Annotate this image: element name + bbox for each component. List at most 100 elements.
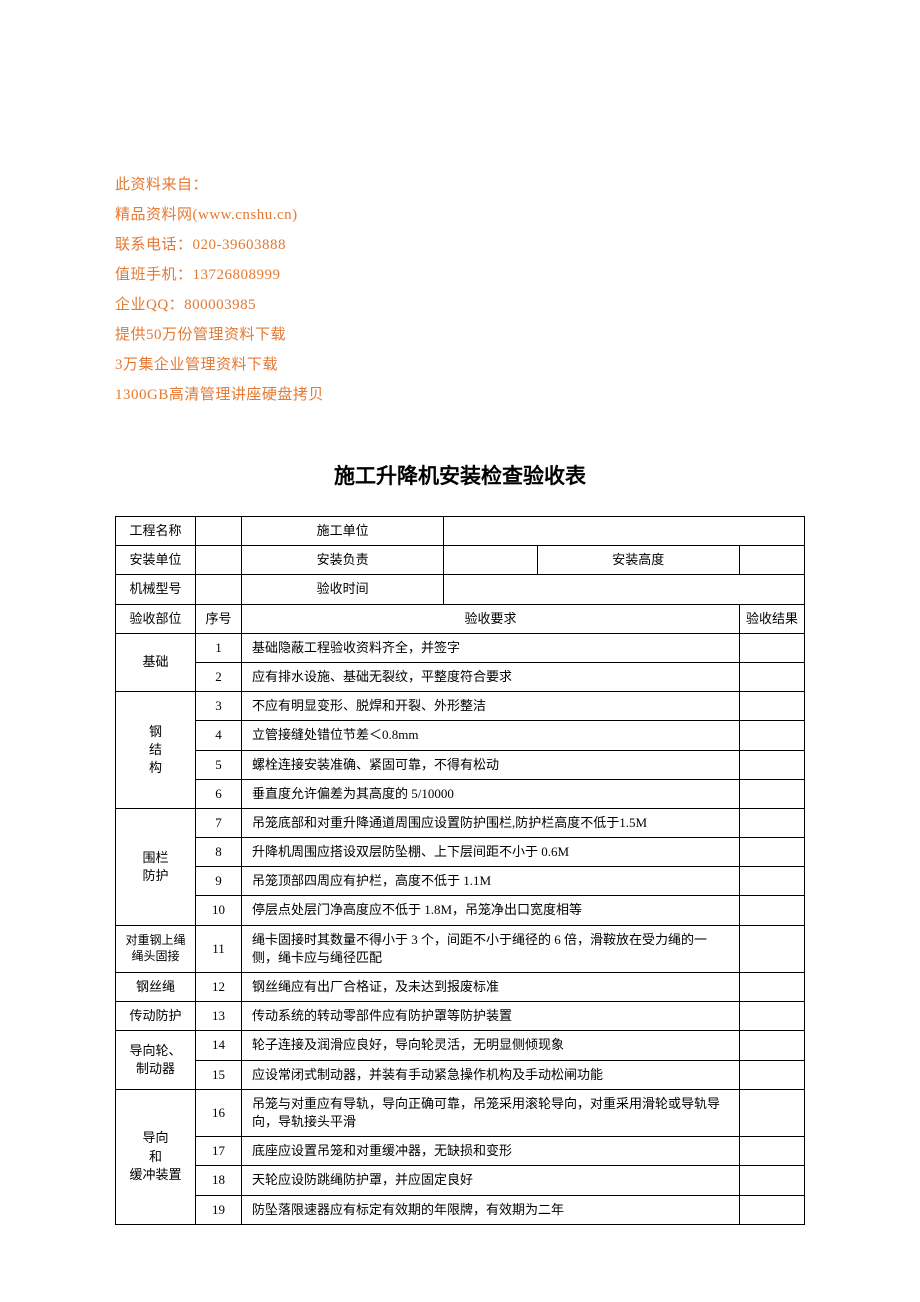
seq-no: 3 <box>196 692 242 721</box>
seq-no: 13 <box>196 1002 242 1031</box>
result-cell <box>739 1002 804 1031</box>
requirement-text: 基础隐蔽工程验收资料齐全，并签字 <box>242 633 740 662</box>
section-name: 导向轮、制动器 <box>116 1031 196 1089</box>
requirement-text: 防坠落限速器应有标定有效期的年限牌，有效期为二年 <box>242 1195 740 1224</box>
requirement-text: 停层点处层门净高度应不低于 1.8M，吊笼净出口宽度相等 <box>242 896 740 925</box>
table-header-row: 验收部位 序号 验收要求 验收结果 <box>116 604 805 633</box>
table-row: 2 应有排水设施、基础无裂纹，平整度符合要求 <box>116 662 805 691</box>
table-row: 导向轮、制动器 14 轮子连接及润滑应良好，导向轮灵活，无明显侧倾现象 <box>116 1031 805 1060</box>
table-row: 5 螺栓连接安装准确、紧固可靠，不得有松动 <box>116 750 805 779</box>
value-construction-unit <box>444 517 805 546</box>
seq-no: 7 <box>196 808 242 837</box>
requirement-text: 不应有明显变形、脱焊和开裂、外形整洁 <box>242 692 740 721</box>
requirement-text: 绳卡固接时其数量不得小于 3 个，间距不小于绳径的 6 倍，滑鞍放在受力绳的一侧… <box>242 925 740 972</box>
header-requirements: 验收要求 <box>242 604 740 633</box>
seq-no: 11 <box>196 925 242 972</box>
result-cell <box>739 1089 804 1136</box>
table-row: 18 天轮应设防跳绳防护罩，并应固定良好 <box>116 1166 805 1195</box>
seq-no: 12 <box>196 973 242 1002</box>
label-install-responsible: 安装负责 <box>242 546 444 575</box>
result-cell <box>739 1060 804 1089</box>
table-row: 10 停层点处层门净高度应不低于 1.8M，吊笼净出口宽度相等 <box>116 896 805 925</box>
result-cell <box>739 662 804 691</box>
source-line: 联系电话：020-39603888 <box>115 230 805 260</box>
requirement-text: 底座应设置吊笼和对重缓冲器，无缺损和变形 <box>242 1137 740 1166</box>
header-result: 验收结果 <box>739 604 804 633</box>
seq-no: 4 <box>196 721 242 750</box>
table-row: 围栏防护 7 吊笼底部和对重升降通道周围应设置防护围栏,防护栏高度不低于1.5M <box>116 808 805 837</box>
table-row: 19 防坠落限速器应有标定有效期的年限牌，有效期为二年 <box>116 1195 805 1224</box>
header-seq-no: 序号 <box>196 604 242 633</box>
section-name: 围栏防护 <box>116 808 196 925</box>
source-line: 值班手机：13726808999 <box>115 260 805 290</box>
requirement-text: 钢丝绳应有出厂合格证，及未达到报废标准 <box>242 973 740 1002</box>
requirement-text: 轮子连接及润滑应良好，导向轮灵活，无明显侧倾现象 <box>242 1031 740 1060</box>
table-row: 17 底座应设置吊笼和对重缓冲器，无缺损和变形 <box>116 1137 805 1166</box>
result-cell <box>739 1166 804 1195</box>
table-row: 8 升降机周围应搭设双层防坠棚、上下层间距不小于 0.6M <box>116 838 805 867</box>
result-cell <box>739 750 804 779</box>
seq-no: 1 <box>196 633 242 662</box>
seq-no: 10 <box>196 896 242 925</box>
table-row: 钢结构 3 不应有明显变形、脱焊和开裂、外形整洁 <box>116 692 805 721</box>
section-name: 对重钢上绳绳头固接 <box>116 925 196 972</box>
requirement-text: 吊笼顶部四周应有护栏，高度不低于 1.1M <box>242 867 740 896</box>
value-accept-time <box>444 575 805 604</box>
value-machine-model <box>196 575 242 604</box>
source-line: 企业QQ：800003985 <box>115 290 805 320</box>
table-row: 6 垂直度允许偏差为其高度的 5/10000 <box>116 779 805 808</box>
result-cell <box>739 1031 804 1060</box>
source-line: 精品资料网(www.cnshu.cn) <box>115 200 805 230</box>
source-line: 3万集企业管理资料下载 <box>115 350 805 380</box>
meta-row: 工程名称 施工单位 <box>116 517 805 546</box>
label-install-height: 安装高度 <box>537 546 739 575</box>
table-row: 4 立管接缝处错位节差＜0.8mm <box>116 721 805 750</box>
acceptance-table: 工程名称 施工单位 安装单位 安装负责 安装高度 机械型号 验收时间 验收部位 … <box>115 516 805 1225</box>
table-row: 9 吊笼顶部四周应有护栏，高度不低于 1.1M <box>116 867 805 896</box>
result-cell <box>739 867 804 896</box>
result-cell <box>739 973 804 1002</box>
result-cell <box>739 838 804 867</box>
seq-no: 17 <box>196 1137 242 1166</box>
value-install-height <box>739 546 804 575</box>
table-row: 15 应设常闭式制动器，并装有手动紧急操作机构及手动松闸功能 <box>116 1060 805 1089</box>
meta-row: 安装单位 安装负责 安装高度 <box>116 546 805 575</box>
requirement-text: 应有排水设施、基础无裂纹，平整度符合要求 <box>242 662 740 691</box>
seq-no: 15 <box>196 1060 242 1089</box>
source-line: 提供50万份管理资料下载 <box>115 320 805 350</box>
result-cell <box>739 1137 804 1166</box>
requirement-text: 立管接缝处错位节差＜0.8mm <box>242 721 740 750</box>
page-title: 施工升降机安装检查验收表 <box>115 460 805 490</box>
source-line: 1300GB高清管理讲座硬盘拷贝 <box>115 380 805 410</box>
result-cell <box>739 808 804 837</box>
seq-no: 18 <box>196 1166 242 1195</box>
section-name: 钢结构 <box>116 692 196 809</box>
requirement-text: 垂直度允许偏差为其高度的 5/10000 <box>242 779 740 808</box>
table-row: 钢丝绳 12 钢丝绳应有出厂合格证，及未达到报废标准 <box>116 973 805 1002</box>
requirement-text: 传动系统的转动零部件应有防护罩等防护装置 <box>242 1002 740 1031</box>
header-accept-section: 验收部位 <box>116 604 196 633</box>
result-cell <box>739 633 804 662</box>
table-row: 导向和缓冲装置 16 吊笼与对重应有导轨，导向正确可靠，吊笼采用滚轮导向，对重采… <box>116 1089 805 1136</box>
requirement-text: 升降机周围应搭设双层防坠棚、上下层间距不小于 0.6M <box>242 838 740 867</box>
table-row: 基础 1 基础隐蔽工程验收资料齐全，并签字 <box>116 633 805 662</box>
requirement-text: 螺栓连接安装准确、紧固可靠，不得有松动 <box>242 750 740 779</box>
seq-no: 9 <box>196 867 242 896</box>
label-machine-model: 机械型号 <box>116 575 196 604</box>
result-cell <box>739 896 804 925</box>
section-name: 钢丝绳 <box>116 973 196 1002</box>
table-row: 传动防护 13 传动系统的转动零部件应有防护罩等防护装置 <box>116 1002 805 1031</box>
value-project-name <box>196 517 242 546</box>
source-info-block: 此资料来自： 精品资料网(www.cnshu.cn) 联系电话：020-3960… <box>115 170 805 410</box>
seq-no: 5 <box>196 750 242 779</box>
section-name: 导向和缓冲装置 <box>116 1089 196 1224</box>
seq-no: 16 <box>196 1089 242 1136</box>
section-name: 基础 <box>116 633 196 691</box>
seq-no: 2 <box>196 662 242 691</box>
requirement-text: 天轮应设防跳绳防护罩，并应固定良好 <box>242 1166 740 1195</box>
requirement-text: 应设常闭式制动器，并装有手动紧急操作机构及手动松闸功能 <box>242 1060 740 1089</box>
label-construction-unit: 施工单位 <box>242 517 444 546</box>
meta-row: 机械型号 验收时间 <box>116 575 805 604</box>
requirement-text: 吊笼底部和对重升降通道周围应设置防护围栏,防护栏高度不低于1.5M <box>242 808 740 837</box>
seq-no: 19 <box>196 1195 242 1224</box>
